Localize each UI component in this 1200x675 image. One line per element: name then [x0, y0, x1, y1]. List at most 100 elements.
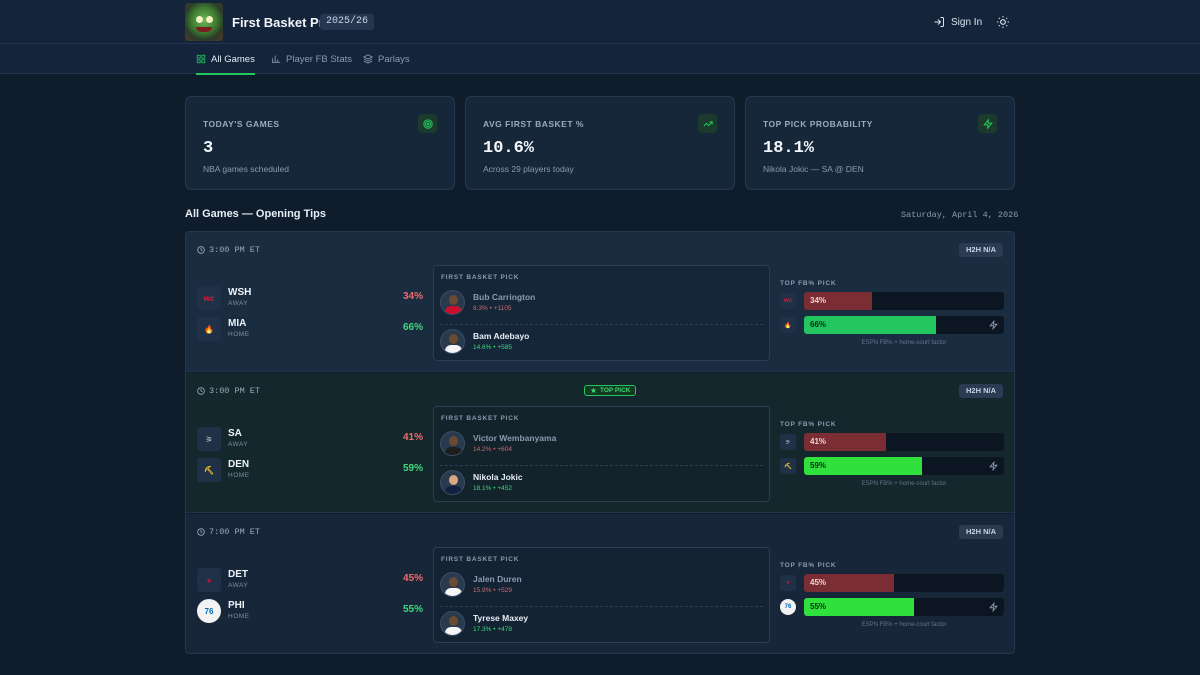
zap-icon: [989, 320, 998, 330]
wizards-logo-icon: wc: [780, 293, 796, 309]
fb-bar-away: ● 45%: [780, 574, 1004, 592]
tab-all-games[interactable]: All Games: [196, 44, 255, 75]
player-avatar: [440, 611, 465, 636]
fb-bar-fill: [804, 292, 872, 310]
stat-value: 18.1%: [763, 139, 815, 158]
player-avatar: [440, 431, 465, 456]
first-basket-pick-panel: FIRST BASKET PICK Bub Carrington 8.3% • …: [433, 265, 770, 361]
heat-logo-icon: 🔥: [780, 317, 796, 333]
divider: [440, 606, 763, 607]
team-pct: 45%: [402, 573, 423, 584]
fb-bar-label: 55%: [810, 602, 827, 611]
top-pick-badge: TOP PICK: [584, 385, 637, 396]
top-bar: First Basket Pro 2025/26 Sign In: [0, 0, 1200, 44]
stat-value: 3: [203, 139, 214, 158]
team-abbr: DET: [228, 569, 248, 580]
sixers-logo-icon: 76: [197, 599, 221, 623]
team-side: HOME: [228, 613, 250, 620]
pistons-logo-icon: ●: [780, 575, 796, 591]
player-pick-away[interactable]: Bub Carrington 8.3% • +1105: [440, 290, 762, 316]
clock-icon: [197, 528, 205, 536]
player-odds: 15.9% • +529: [473, 587, 512, 594]
stat-subtext: Across 29 players today: [483, 164, 574, 174]
game-time: 3:00 PM ET: [197, 245, 260, 255]
panel-heading: FIRST BASKET PICK: [441, 274, 520, 281]
game-row[interactable]: 7:00 PM ET H2H N/A ● DET AWAY 45% 76 PHI…: [186, 514, 1014, 653]
layers-icon: [363, 54, 373, 64]
app-logo[interactable]: [185, 3, 223, 41]
team-away: ⚞ SA AWAY 41%: [197, 427, 423, 453]
nav-tabs: All Games Player FB Stats Parlays: [0, 44, 1200, 75]
fb-bar-label: 45%: [810, 578, 827, 587]
player-name: Tyrese Maxey: [473, 613, 529, 623]
team-abbr: WSH: [228, 287, 252, 298]
divider: [440, 324, 763, 325]
team-home: 76 PHI HOME 55%: [197, 599, 423, 625]
player-name: Bam Adebayo: [473, 331, 530, 341]
top-fb-pick-heading: TOP FB% PICK: [780, 421, 837, 428]
fb-bar-fill: [804, 457, 922, 475]
player-avatar: [440, 470, 465, 495]
team-home: 🔥 MIA HOME 66%: [197, 317, 423, 343]
game-row[interactable]: 3:00 PM ET H2H N/A wc WSH AWAY 34% 🔥 MIA…: [186, 232, 1014, 372]
team-pct: 55%: [402, 604, 423, 615]
sixers-logo-icon: 76: [780, 599, 796, 615]
team-side: AWAY: [228, 300, 249, 307]
tab-label: Player FB Stats: [286, 53, 352, 65]
top-fb-pick-heading: TOP FB% PICK: [780, 280, 837, 287]
player-odds: 17.3% • +478: [473, 626, 512, 633]
stat-card-todays-games: TODAY'S GAMES 3 NBA games scheduled: [185, 96, 455, 190]
player-pick-home[interactable]: Tyrese Maxey 17.3% • +478: [440, 611, 762, 637]
footnote: ESPN FB% + home-court factor: [861, 622, 947, 628]
player-name: Bub Carrington: [473, 292, 536, 302]
player-name: Jalen Duren: [473, 574, 522, 584]
pistons-logo-icon: ●: [197, 568, 221, 592]
stat-card-top-pick: TOP PICK PROBABILITY 18.1% Nikola Jokic …: [745, 96, 1015, 190]
sign-in-label: Sign In: [951, 16, 983, 28]
team-pct: 41%: [402, 432, 423, 443]
fb-bar-home: ⛏ 59%: [780, 457, 1004, 475]
target-icon: [418, 114, 437, 133]
team-pct: 34%: [402, 291, 423, 302]
stat-label: TODAY'S GAMES: [203, 119, 280, 129]
fb-bar-home: 🔥 66%: [780, 316, 1004, 334]
wizards-logo-icon: wc: [197, 286, 221, 310]
player-avatar: [440, 572, 465, 597]
player-pick-away[interactable]: Victor Wembanyama 14.2% • +604: [440, 431, 762, 457]
player-pick-away[interactable]: Jalen Duren 15.9% • +529: [440, 572, 762, 598]
app-title: First Basket Pro: [232, 15, 332, 30]
clock-icon: [197, 387, 205, 395]
tab-player-fb-stats[interactable]: Player FB Stats: [271, 44, 352, 74]
game-row[interactable]: 3:00 PM ET TOP PICK H2H N/A ⚞ SA AWAY 41…: [186, 373, 1014, 513]
season-badge: 2025/26: [320, 14, 375, 30]
player-pick-home[interactable]: Bam Adebayo 14.6% • +585: [440, 329, 762, 355]
tab-parlays[interactable]: Parlays: [363, 44, 410, 74]
player-pick-home[interactable]: Nikola Jokic 18.1% • +452: [440, 470, 762, 496]
sign-in-icon: [934, 17, 944, 27]
first-basket-pick-panel: FIRST BASKET PICK Victor Wembanyama 14.2…: [433, 406, 770, 502]
fb-bar-fill: [804, 433, 886, 451]
clock-icon: [197, 246, 205, 254]
trending-up-icon: [698, 114, 717, 133]
stat-label: TOP PICK PROBABILITY: [763, 119, 873, 129]
top-fb-pick-heading: TOP FB% PICK: [780, 562, 837, 569]
bar-chart-icon: [271, 55, 281, 63]
fb-bar-label: 66%: [810, 320, 827, 329]
game-time: 3:00 PM ET: [197, 386, 260, 396]
games-list: 3:00 PM ET H2H N/A wc WSH AWAY 34% 🔥 MIA…: [185, 231, 1015, 654]
fb-bar-fill: [804, 598, 914, 616]
stat-subtext: Nikola Jokic — SA @ DEN: [763, 164, 864, 174]
player-name: Victor Wembanyama: [473, 433, 557, 443]
stat-subtext: NBA games scheduled: [203, 164, 289, 174]
fb-bar-label: 34%: [810, 296, 827, 305]
team-side: HOME: [228, 331, 250, 338]
game-time: 7:00 PM ET: [197, 527, 260, 537]
sign-in-button[interactable]: Sign In: [933, 14, 982, 30]
spurs-logo-icon: ⚞: [197, 427, 221, 451]
game-time-label: 3:00 PM ET: [209, 245, 261, 255]
game-time-label: 3:00 PM ET: [209, 386, 261, 396]
sun-icon[interactable]: [996, 15, 1010, 29]
stat-value: 10.6%: [483, 139, 535, 158]
fb-bar-fill: [804, 574, 894, 592]
section-date: Saturday, April 4, 2026: [901, 210, 1019, 220]
